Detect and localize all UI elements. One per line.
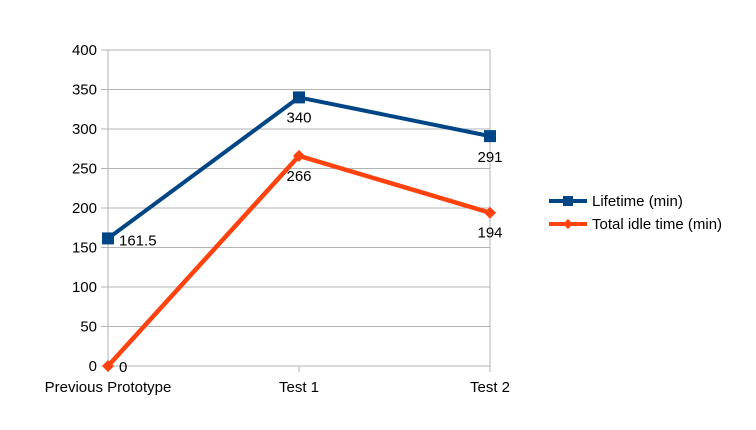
data-label: 0 <box>119 359 127 376</box>
series-line-total-idle-time <box>106 153 491 368</box>
y-tick-label: 400 <box>72 42 97 59</box>
data-label: 291 <box>477 149 502 166</box>
square-marker <box>484 130 496 143</box>
diamond-marker <box>102 360 114 372</box>
data-label: 266 <box>286 168 311 185</box>
x-tick-label: Test 1 <box>279 379 319 396</box>
data-label: 340 <box>286 109 311 126</box>
square-marker <box>293 91 305 104</box>
legend: Lifetime (min) Total idle time (min) <box>549 193 722 233</box>
label-layer: 161.5 340 291 0 266 194 <box>119 109 503 376</box>
x-tick-label: Test 2 <box>470 379 510 396</box>
diamond-marker <box>563 219 573 229</box>
y-tick-label: 0 <box>89 358 97 375</box>
diamond-marker <box>293 149 305 162</box>
legend-label: Lifetime (min) <box>592 193 683 210</box>
diamond-marker <box>484 206 496 219</box>
y-tick-label: 150 <box>72 240 97 257</box>
y-tick-label: 50 <box>80 319 97 336</box>
square-marker <box>563 196 573 206</box>
y-tick-label: 300 <box>72 121 97 138</box>
y-tick-label: 350 <box>72 82 97 99</box>
y-tick-label: 200 <box>72 200 97 217</box>
x-tick-label: Previous Prototype <box>45 379 172 396</box>
axis-layer: 0 50 100 150 200 250 300 350 400 Previous Prototy… <box>45 42 510 396</box>
grid-layer <box>108 49 490 367</box>
data-label: 194 <box>477 225 502 242</box>
y-tick-label: 250 <box>72 161 97 178</box>
series-layer <box>102 91 496 372</box>
y-tick-label: 100 <box>72 279 97 296</box>
square-marker <box>102 232 114 245</box>
legend-label: Total idle time (min) <box>592 216 722 233</box>
data-label: 161.5 <box>119 232 157 249</box>
